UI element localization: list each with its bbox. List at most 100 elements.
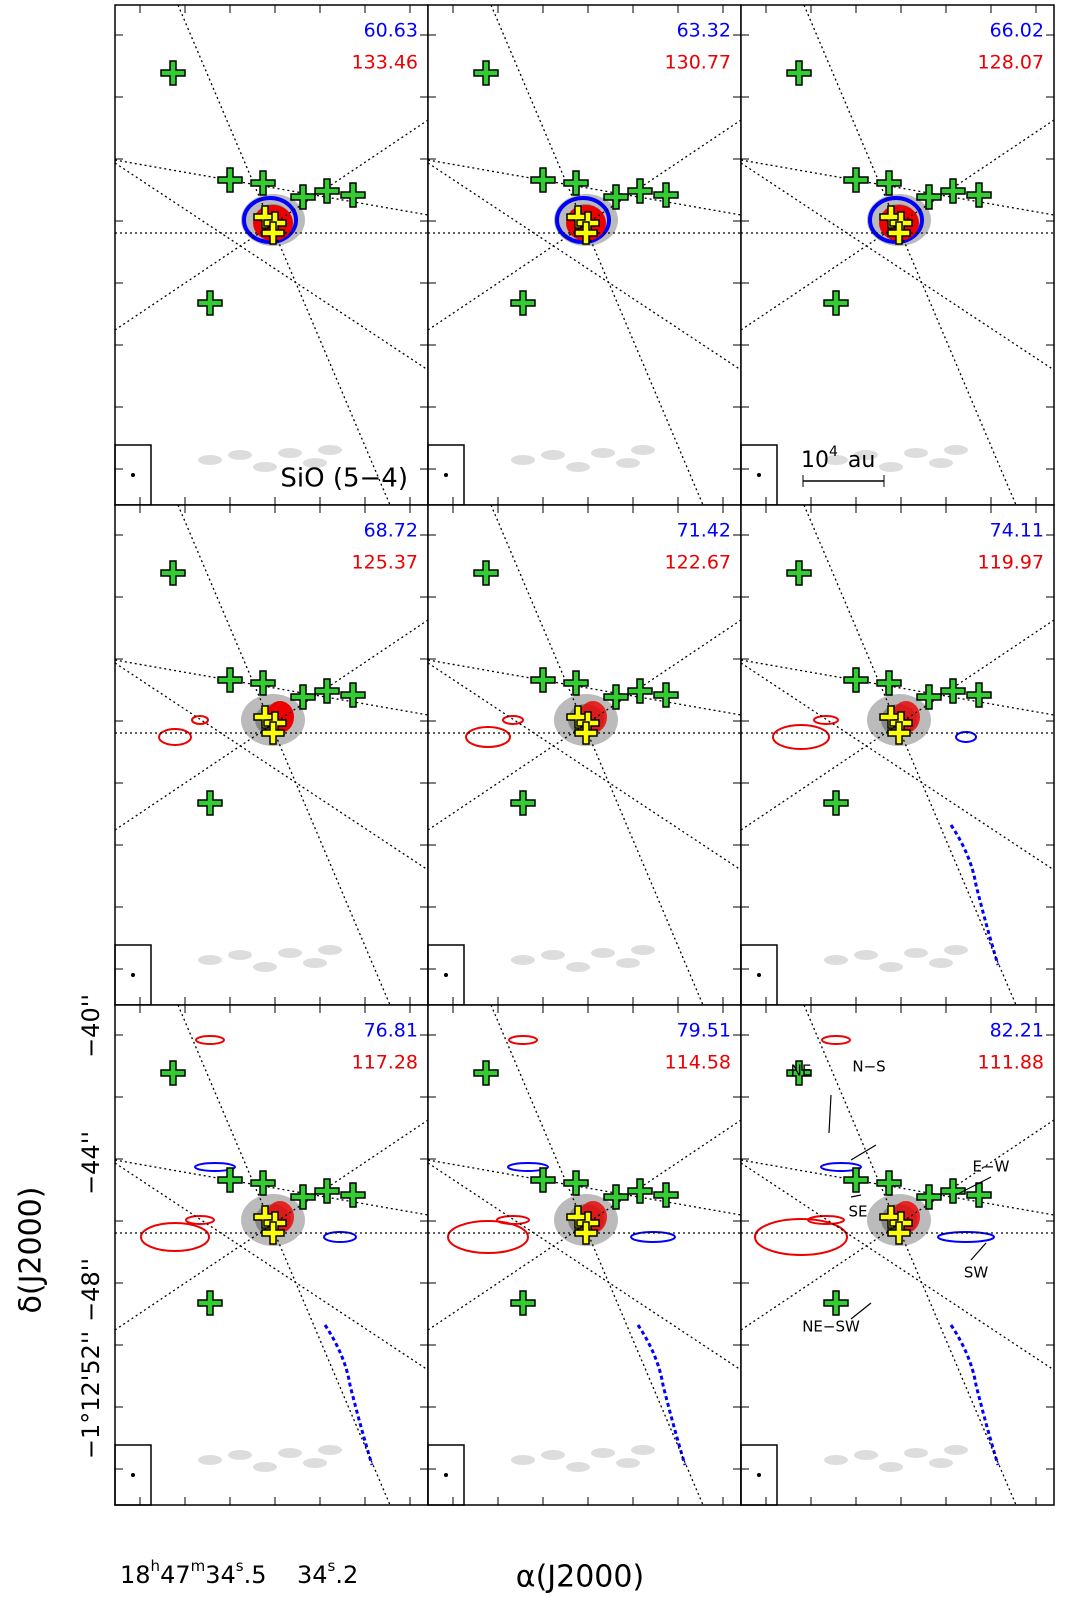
beam: [444, 473, 448, 477]
cross: [603, 184, 629, 210]
cross: [253, 1205, 277, 1229]
continuum: [278, 1448, 302, 1458]
red-emission: [191, 715, 209, 725]
cross: [250, 1170, 276, 1196]
cross: [916, 184, 942, 210]
continuum: [511, 1455, 535, 1465]
y-tick-label: −48'': [77, 1258, 105, 1322]
cross: [843, 167, 869, 193]
red-velocity: 111.88: [978, 1052, 1044, 1074]
beam: [757, 973, 761, 977]
outflow-label: NE−SW: [802, 1318, 860, 1336]
cross: [887, 1221, 911, 1245]
outflow-label: SE: [849, 1203, 868, 1221]
panel-frame: [115, 5, 428, 505]
cross: [653, 682, 679, 708]
x-tick-part: .2: [335, 1561, 358, 1589]
beam: [757, 473, 761, 477]
continuum: [854, 950, 878, 960]
continuum: [253, 1462, 277, 1472]
cross: [314, 678, 340, 704]
scale-base: 10: [801, 448, 829, 473]
x-axis-label: α(J2000): [516, 1560, 644, 1595]
cross: [160, 1060, 186, 1086]
continuum: [318, 945, 342, 955]
continuum: [511, 955, 535, 965]
cross: [786, 60, 812, 86]
cross: [887, 221, 911, 245]
cross: [250, 170, 276, 196]
cross: [314, 1178, 340, 1204]
outflow-axis: [177, 504, 391, 1006]
red-velocity: 122.67: [665, 552, 731, 574]
cross: [823, 290, 849, 316]
continuum: [303, 958, 327, 968]
red-emission: [496, 1215, 530, 1225]
panel: 74.11 119.97: [740, 504, 1055, 1006]
cross: [876, 170, 902, 196]
cross: [340, 682, 366, 708]
label-leader: [970, 1242, 987, 1261]
red-velocity: 130.77: [665, 52, 731, 74]
continuum: [879, 962, 903, 972]
continuum: [318, 445, 342, 455]
continuum: [591, 948, 615, 958]
red-emission: [502, 715, 524, 725]
x-tick-label: 18h47m34s.5: [120, 1557, 267, 1590]
continuum: [879, 462, 903, 472]
red-velocity: 125.37: [352, 552, 418, 574]
cross: [197, 790, 223, 816]
label-leader: [955, 1176, 992, 1196]
blue-emission: [955, 731, 977, 743]
label-leader: [850, 1302, 872, 1320]
cross: [566, 1205, 590, 1229]
red-velocity: 119.97: [978, 552, 1044, 574]
cross: [530, 167, 556, 193]
scale-exponent: 4: [829, 444, 838, 460]
continuum: [904, 1448, 928, 1458]
outflow-axis: [177, 4, 391, 506]
cross: [887, 721, 911, 745]
x-tick-part: 47: [160, 1561, 191, 1589]
cross: [916, 1184, 942, 1210]
scale-unit: au: [848, 448, 875, 473]
panel: 66.02 128.07 104 au: [740, 4, 1055, 506]
blue-emission: [630, 1231, 676, 1243]
cross: [823, 1290, 849, 1316]
cross: [574, 721, 598, 745]
red-emission: [813, 715, 839, 725]
continuum: [854, 1450, 878, 1460]
blue-emission: [949, 1324, 1000, 1466]
cross: [473, 1060, 499, 1086]
panel-frame: [115, 505, 428, 1005]
cross: [160, 560, 186, 586]
red-emission: [195, 1035, 225, 1045]
continuum: [591, 1448, 615, 1458]
continuum: [198, 455, 222, 465]
red-emission: [508, 1035, 538, 1045]
panel-frame: [741, 505, 1054, 1005]
panel-border: [740, 1004, 1055, 1506]
blue-velocity: 76.81: [364, 1020, 418, 1042]
blue-velocity: 68.72: [364, 520, 418, 542]
red-velocity: 114.58: [665, 1052, 731, 1074]
panel: 68.72 125.37: [114, 504, 429, 1006]
continuum: [904, 448, 928, 458]
x-tick-part: h: [151, 1557, 161, 1575]
continuum: [944, 445, 968, 455]
outflow-axis: [803, 1004, 1017, 1506]
cross: [627, 678, 653, 704]
cross: [473, 60, 499, 86]
cross: [290, 1184, 316, 1210]
blue-emission: [636, 1324, 687, 1466]
continuum: [541, 1450, 565, 1460]
outflow-label: N−S: [852, 1058, 885, 1076]
continuum: [318, 1445, 342, 1455]
cross: [940, 678, 966, 704]
blue-emission: [507, 1162, 549, 1172]
continuum: [228, 950, 252, 960]
cross: [261, 1221, 285, 1245]
scale-bar-label: 104 au: [801, 444, 875, 473]
cross: [217, 1167, 243, 1193]
blue-velocity: 63.32: [677, 20, 731, 42]
